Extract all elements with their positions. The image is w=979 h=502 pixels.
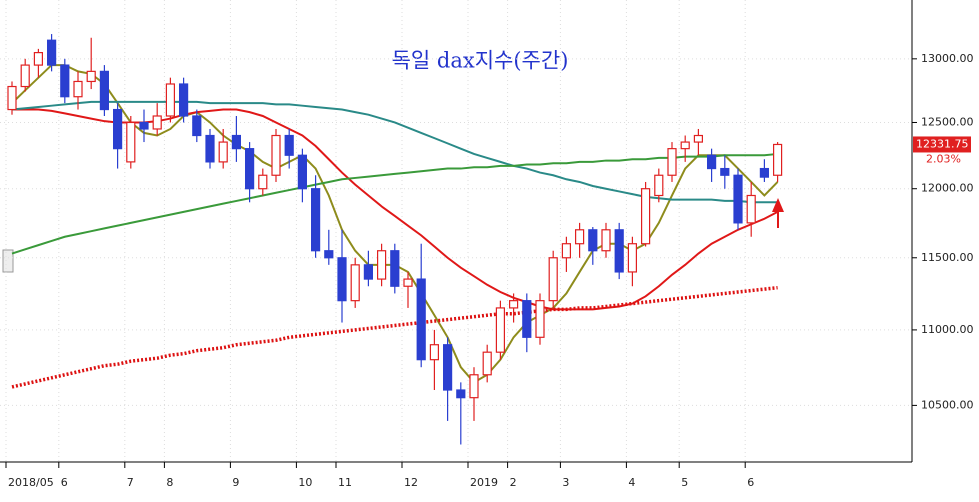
- x-tick-label: 2019: [470, 476, 498, 489]
- candle-body: [284, 134, 294, 156]
- arrow-head: [772, 198, 784, 212]
- x-tick-label: 3: [562, 476, 569, 489]
- y-tick-label: 13000.00: [921, 52, 974, 65]
- x-tick-label: 12: [404, 476, 418, 489]
- candle-body: [733, 174, 743, 224]
- candle-body: [548, 257, 558, 302]
- moving-average-line: [11, 152, 778, 255]
- candle-body: [311, 188, 321, 252]
- x-tick-label: 4: [628, 476, 635, 489]
- candle-body: [654, 174, 664, 197]
- candle-body: [601, 229, 611, 252]
- candle-body: [192, 115, 202, 137]
- candle-body: [126, 121, 136, 163]
- candle-body: [350, 264, 360, 302]
- chart-title: 독일 dax지수(주간): [392, 49, 569, 73]
- x-tick-label: 5: [681, 476, 688, 489]
- change-label: 2.03%: [926, 152, 961, 165]
- x-tick-label: 6: [747, 476, 754, 489]
- candle-body: [456, 389, 466, 399]
- candle-body: [390, 250, 400, 287]
- candle-body: [443, 344, 453, 391]
- y-tick-label: 11000.00: [921, 323, 974, 336]
- candle-body: [614, 229, 624, 273]
- candle-body: [152, 115, 162, 130]
- candle-body: [495, 307, 505, 353]
- candle-body: [60, 64, 70, 98]
- candle-body: [561, 243, 572, 259]
- candle-body: [73, 80, 83, 98]
- x-tick-label: 9: [232, 476, 239, 489]
- candle-body: [165, 83, 175, 117]
- candle-body: [179, 83, 189, 117]
- x-tick-label: 7: [127, 476, 134, 489]
- candle-body: [377, 250, 387, 280]
- candle-body: [416, 278, 426, 361]
- candle-body: [640, 188, 651, 245]
- candle-body: [205, 134, 215, 163]
- candle-body: [482, 351, 492, 376]
- candle-body: [46, 39, 57, 66]
- candle-body: [112, 108, 123, 150]
- x-tick-label: 10: [298, 476, 312, 489]
- candle-body: [231, 134, 241, 150]
- candle-body: [86, 70, 96, 83]
- candle-body: [139, 121, 149, 130]
- candle-body: [720, 167, 730, 176]
- candle-body: [706, 154, 717, 170]
- x-tick-label: 6: [61, 476, 68, 489]
- candle-body: [258, 174, 268, 190]
- candle-body: [7, 85, 17, 111]
- y-tick-label: 12000.00: [921, 182, 974, 195]
- candle-body: [363, 264, 373, 280]
- candle-body: [20, 64, 30, 88]
- candle-body: [746, 194, 756, 224]
- y-tick-label: 11500.00: [921, 251, 974, 264]
- candle-body: [337, 257, 347, 302]
- candle-body: [772, 143, 783, 176]
- candle-body: [522, 300, 532, 338]
- side-toggle[interactable]: [2, 249, 14, 273]
- x-tick-label: 2: [510, 476, 517, 489]
- x-tick-label: 8: [166, 476, 173, 489]
- candle-body: [403, 278, 413, 287]
- candle-body: [297, 154, 307, 190]
- candle-body: [509, 300, 519, 309]
- candle-body: [324, 250, 334, 259]
- candle-body: [245, 148, 255, 190]
- x-tick-label: 2018/05: [8, 476, 54, 489]
- candle-body: [33, 52, 44, 66]
- candle-body: [535, 300, 545, 338]
- candle-body: [574, 229, 585, 245]
- candle-body: [759, 167, 770, 178]
- plot-area: [0, 0, 917, 468]
- candle-body: [469, 374, 479, 399]
- candle-body: [588, 229, 598, 252]
- y-tick-label: 10500.00: [921, 398, 974, 411]
- candle-body: [429, 344, 439, 361]
- candle-body: [627, 243, 638, 273]
- candle-body: [271, 134, 281, 176]
- candle-body: [680, 141, 690, 150]
- last-price-box: [913, 136, 971, 153]
- moving-average-line: [11, 285, 778, 389]
- candle-body: [693, 134, 704, 143]
- candle-body: [99, 70, 110, 111]
- candle-body: [218, 141, 228, 163]
- x-tick-label: 11: [338, 476, 352, 489]
- y-tick-label: 12500.00: [921, 115, 974, 128]
- last-price-label: 12331.75: [916, 137, 969, 150]
- candle-body: [667, 148, 677, 176]
